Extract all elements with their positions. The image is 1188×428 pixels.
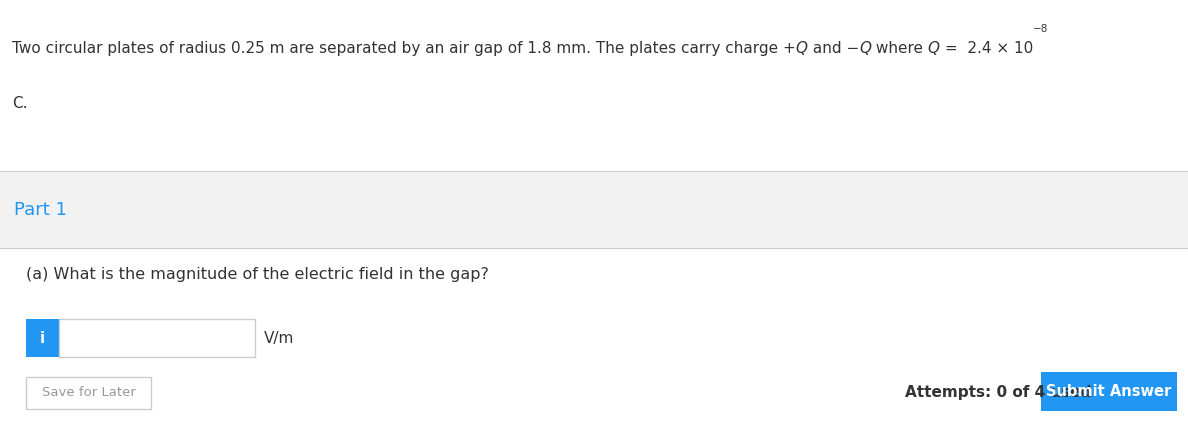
Text: C.: C. (12, 96, 27, 111)
Text: i: i (40, 330, 45, 346)
Text: and −: and − (808, 41, 859, 56)
Text: Attempts: 0 of 4 used: Attempts: 0 of 4 used (905, 385, 1092, 400)
Text: Submit Answer: Submit Answer (1047, 384, 1171, 399)
FancyBboxPatch shape (59, 319, 255, 357)
Text: V/m: V/m (264, 330, 295, 346)
Text: Save for Later: Save for Later (42, 386, 135, 399)
Text: Q: Q (859, 41, 871, 56)
Text: Two circular plates of radius 0.25 m are separated by an air gap of 1.8 mm. The : Two circular plates of radius 0.25 m are… (12, 41, 796, 56)
Text: Q: Q (928, 41, 940, 56)
FancyBboxPatch shape (1041, 372, 1177, 411)
Text: Part 1: Part 1 (14, 201, 68, 219)
Text: (a) What is the magnitude of the electric field in the gap?: (a) What is the magnitude of the electri… (26, 268, 489, 282)
FancyBboxPatch shape (0, 248, 1188, 428)
FancyBboxPatch shape (26, 319, 59, 357)
Text: −8: −8 (1034, 24, 1048, 34)
FancyBboxPatch shape (26, 377, 151, 409)
Text: =  2.4 × 10: = 2.4 × 10 (940, 41, 1034, 56)
FancyBboxPatch shape (0, 0, 1188, 171)
FancyBboxPatch shape (0, 171, 1188, 248)
Text: where: where (871, 41, 928, 56)
Text: Q: Q (796, 41, 808, 56)
